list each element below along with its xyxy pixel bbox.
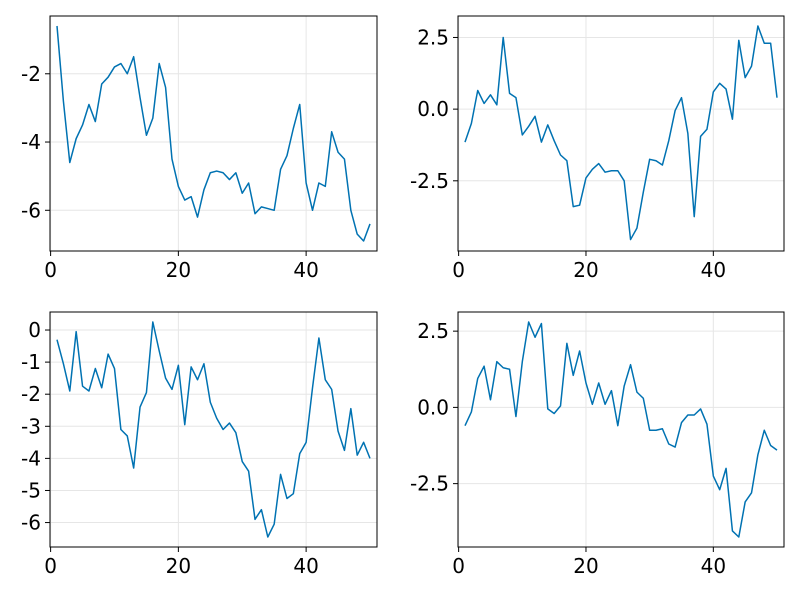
plot-frame xyxy=(457,311,785,548)
subplot-top-right: 0 20 40 2.5 0.0 -2.5 xyxy=(410,15,785,282)
y-tick-label: 2.5 xyxy=(417,319,449,343)
y-tick-label: -4 xyxy=(21,130,41,154)
y-tick-label: -3 xyxy=(21,414,41,438)
y-tick-label: -1 xyxy=(21,350,41,374)
y-tick-label: 0.0 xyxy=(417,395,449,419)
plot-frame xyxy=(49,15,378,252)
subplot-bottom-right: 0 20 40 2.5 0.0 -2.5 xyxy=(410,311,785,578)
x-tick-label: 40 xyxy=(701,554,726,578)
subplot-bottom-left: 0 20 40 0 -1 -2 -3 -4 -5 -6 xyxy=(21,311,378,578)
series-line xyxy=(56,25,371,242)
x-tick-label: 20 xyxy=(573,554,598,578)
plot-frame xyxy=(457,15,785,252)
x-tick-label: 0 xyxy=(452,554,465,578)
y-tick-label: -5 xyxy=(21,478,41,502)
y-tick-label: -4 xyxy=(21,446,41,470)
y-tick-label: 0 xyxy=(28,318,41,342)
x-tick-label: 20 xyxy=(166,554,191,578)
y-tick-label: 0.0 xyxy=(417,97,449,121)
x-tick-label: 0 xyxy=(452,258,465,282)
plot-frame xyxy=(49,311,378,548)
y-tick-label: -6 xyxy=(21,198,41,222)
y-tick-label: -2 xyxy=(21,382,41,406)
x-tick-label: 20 xyxy=(573,258,598,282)
y-tick-label: -2.5 xyxy=(410,472,449,496)
x-tick-label: 20 xyxy=(166,258,191,282)
series-line xyxy=(56,321,371,538)
y-tick-label: -2 xyxy=(21,62,41,86)
x-tick-label: 0 xyxy=(44,258,57,282)
series-line xyxy=(464,321,778,538)
x-tick-label: 40 xyxy=(293,258,318,282)
series-line xyxy=(464,25,778,241)
x-tick-label: 40 xyxy=(701,258,726,282)
y-tick-label: -2.5 xyxy=(410,169,449,193)
subplot-top-left: 0 20 40 -2 -4 -6 xyxy=(21,15,378,282)
y-tick-label: -6 xyxy=(21,511,41,535)
y-tick-label: 2.5 xyxy=(417,25,449,49)
x-tick-label: 0 xyxy=(44,554,57,578)
x-tick-label: 40 xyxy=(293,554,318,578)
